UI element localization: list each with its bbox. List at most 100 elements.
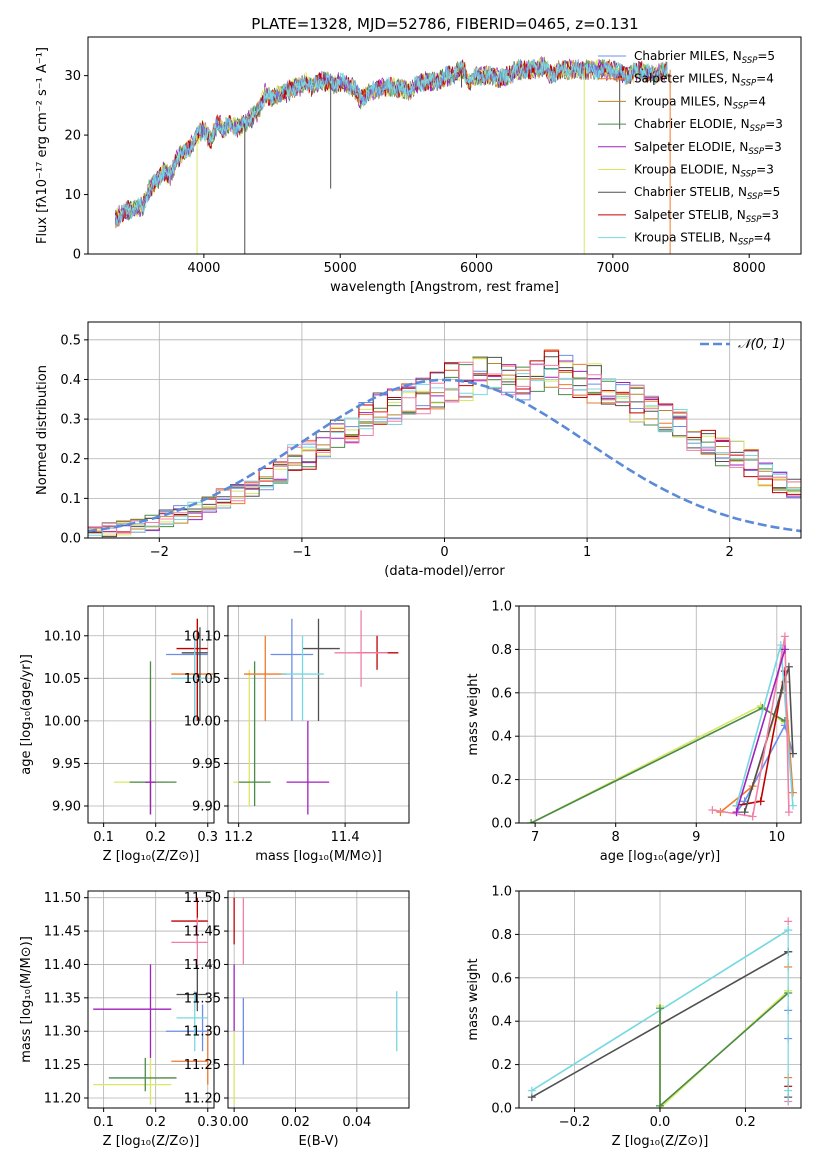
- y-tick-label: 9.95: [52, 757, 81, 772]
- x-tick-label: 0.00: [220, 1115, 249, 1130]
- legend-entry: Salpeter MILES, NSSP=4: [634, 72, 774, 89]
- x-tick-label: 6000: [460, 261, 493, 276]
- y-tick-label: 11.25: [184, 1058, 221, 1073]
- weight-line: [735, 649, 786, 813]
- y-tick-label: 0: [73, 248, 81, 263]
- y-axis-label: Flux [fλ10⁻¹⁷ erg cm⁻² s⁻¹ A⁻¹]: [35, 47, 50, 244]
- x-tick-label: 11.2: [224, 830, 253, 845]
- y-tick-label: 1.0: [491, 600, 512, 615]
- legend-entry: Salpeter ELODIE, NSSP=3: [634, 140, 782, 157]
- x-tick-label: 0.3: [197, 830, 218, 845]
- plot-area: [527, 917, 793, 1108]
- plot-area: [233, 897, 398, 1105]
- legend-entry: 𝒩(0, 1): [738, 337, 785, 352]
- y-tick-label: 9.90: [192, 799, 221, 814]
- y-tick-label: 11.20: [184, 1091, 221, 1106]
- axes-frame: [87, 890, 215, 1109]
- x-tick-label: 11.4: [331, 830, 360, 845]
- y-tick-label: 10.05: [184, 672, 221, 687]
- panel-mass-vs-z: 0.1 0.2 0.3 11.20 11.25 11.30 11.35 11.40 11.45 1…: [19, 890, 218, 1149]
- x-axis-label: Z [log₁₀(Z/Z⊙)]: [612, 1134, 709, 1149]
- x-tick-label: 7000: [596, 261, 629, 276]
- y-axis-label: age [log₁₀(age/yr)]: [19, 654, 34, 775]
- y-tick-label: 0.2: [60, 452, 81, 467]
- x-tick-label: 0.0: [650, 1115, 671, 1130]
- legend-entry: Chabrier STELIB, NSSP=5: [634, 185, 780, 202]
- x-tick-label: 2: [726, 545, 734, 560]
- y-tick-label: 0.4: [491, 730, 512, 745]
- y-tick-label: 0.2: [491, 1058, 512, 1073]
- axes-frame: [518, 605, 802, 824]
- x-tick-label: 1: [583, 545, 591, 560]
- y-tick-label: 0.6: [491, 686, 512, 701]
- x-tick-label: −0.2: [559, 1115, 591, 1130]
- y-tick-label: 0.8: [491, 928, 512, 943]
- y-tick-label: 10.00: [44, 714, 81, 729]
- y-tick-label: 0.4: [60, 373, 81, 388]
- axes-frame: [227, 605, 410, 824]
- legend-entry: Kroupa MILES, NSSP=4: [634, 94, 766, 111]
- x-tick-label: 0.04: [342, 1115, 371, 1130]
- weight-line: [712, 636, 790, 818]
- x-axis-label: wavelength [Angstrom, rest frame]: [330, 280, 559, 295]
- y-tick-label: 0.6: [491, 971, 512, 986]
- histogram-series: [88, 349, 801, 538]
- x-tick-label: −2: [150, 545, 169, 560]
- x-axis-label: Z [log₁₀(Z/Z⊙)]: [103, 1134, 200, 1149]
- x-tick-label: 0.3: [197, 1115, 218, 1130]
- x-tick-label: 0.1: [93, 830, 114, 845]
- normal-curve: [88, 378, 801, 533]
- y-tick-label: 11.45: [44, 925, 81, 940]
- y-tick-label: 11.20: [44, 1091, 81, 1106]
- x-tick-label: 4000: [187, 261, 220, 276]
- panel-age-vs-z: 0.1 0.2 0.3 9.90 9.95 10.00 10.05 10.10 Z [log₁₀…: [19, 605, 218, 864]
- histogram-series: [88, 361, 801, 538]
- y-tick-label: 9.90: [52, 799, 81, 814]
- x-axis-label: mass [log₁₀(M/M⊙)]: [255, 849, 382, 864]
- plot-area: [114, 55, 671, 254]
- y-tick-label: 11.35: [44, 991, 81, 1006]
- panel-massweight-vs-z: −0.2 0.0 0.2 0.0 0.2 0.4 0.6 0.8 1.0 Z [log₁₀(Z/Z…: [466, 885, 802, 1149]
- x-axis-label: age [log₁₀(age/yr)]: [600, 849, 721, 864]
- panel-spectrum: 4000 5000 6000 7000 8000 0 10 20 30 wavelength [A…: [35, 36, 802, 295]
- x-tick-label: 0.02: [281, 1115, 310, 1130]
- y-tick-label: 10.10: [184, 629, 221, 644]
- x-tick-label: 7: [531, 830, 539, 845]
- legend-entry: Chabrier ELODIE, NSSP=3: [634, 117, 783, 134]
- y-tick-label: 0.0: [491, 817, 512, 832]
- y-tick-label: 11.30: [184, 1025, 221, 1040]
- y-tick-label: 0.3: [60, 413, 81, 428]
- x-tick-label: 8000: [733, 261, 766, 276]
- panel-massweight-vs-age: 7 8 9 10 0.0 0.2 0.4 0.6 0.8 1.0 age [log₁₀(age/yr…: [466, 600, 802, 864]
- y-tick-label: 0.4: [491, 1015, 512, 1030]
- spectrum-line: [114, 58, 668, 226]
- y-tick-label: 30: [64, 69, 81, 84]
- y-tick-label: 1.0: [491, 885, 512, 900]
- plot-area: [233, 610, 399, 815]
- y-tick-label: 0.0: [60, 532, 81, 547]
- axes-frame: [87, 36, 802, 255]
- x-tick-label: 0.2: [145, 830, 166, 845]
- y-tick-label: 0.2: [491, 773, 512, 788]
- x-tick-label: 9: [692, 830, 700, 845]
- x-tick-label: 0: [440, 545, 448, 560]
- y-tick-label: 0.0: [491, 1102, 512, 1117]
- legend-entry: Salpeter STELIB, NSSP=3: [634, 208, 779, 225]
- y-tick-label: 9.95: [192, 757, 221, 772]
- y-tick-label: 11.35: [184, 991, 221, 1006]
- panel-mass-vs-ebv: 0.00 0.02 0.04 11.20 11.25 11.30 11.35 11.40 11.…: [184, 890, 410, 1149]
- panel-residuals: −2 −1 0 1 2 0.0 0.1 0.2 0.3 0.4 0.5 (data-model)/er…: [35, 321, 802, 579]
- y-axis-label: Normed distribution: [35, 365, 50, 495]
- x-tick-label: −1: [292, 545, 311, 560]
- axes-frame: [227, 890, 410, 1109]
- y-tick-label: 11.25: [44, 1058, 81, 1073]
- y-tick-label: 0.5: [60, 333, 81, 348]
- legend-entry: Chabrier MILES, NSSP=5: [634, 49, 775, 66]
- x-axis-label: Z [log₁₀(Z/Z⊙)]: [103, 849, 200, 864]
- y-tick-label: 11.40: [184, 958, 221, 973]
- y-tick-label: 11.40: [44, 958, 81, 973]
- weight-line: [743, 666, 794, 813]
- axes-frame: [87, 605, 215, 824]
- plot-area: [527, 632, 797, 823]
